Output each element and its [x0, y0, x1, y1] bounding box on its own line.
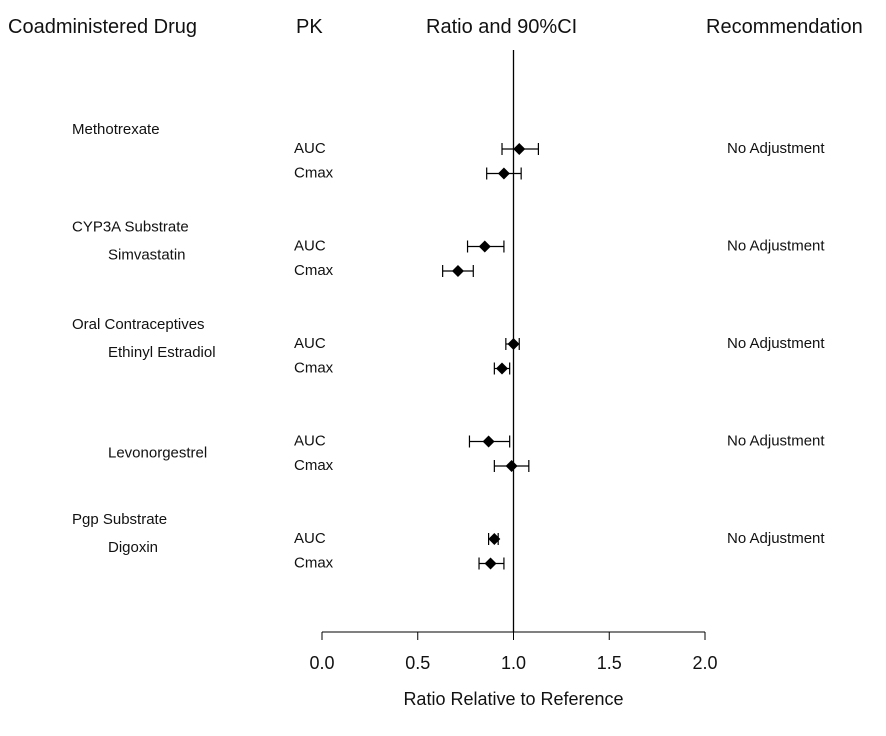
pk-label: AUC: [294, 530, 326, 547]
point-estimate-marker: [507, 338, 520, 350]
x-tick-label: 2.0: [692, 653, 717, 673]
point-estimate-marker: [478, 240, 491, 253]
point-estimate-marker: [496, 362, 509, 375]
pk-label: Cmax: [294, 262, 334, 279]
x-tick-label: 0.5: [405, 653, 430, 673]
pk-label: AUC: [294, 432, 326, 449]
recommendation-text: No Adjustment: [727, 237, 825, 254]
pk-label: AUC: [294, 237, 326, 254]
drug-label: Simvastatin: [108, 246, 186, 263]
header-recommendation: Recommendation: [706, 16, 863, 38]
point-estimate-marker: [451, 265, 464, 277]
drug-label: Digoxin: [108, 539, 158, 556]
point-estimate-marker: [484, 557, 497, 570]
pk-label: Cmax: [294, 164, 334, 181]
header-ratio-ci: Ratio and 90%CI: [426, 16, 578, 38]
drug-group-label: Pgp Substrate: [72, 511, 167, 528]
drug-label: Methotrexate: [72, 121, 160, 138]
x-tick-label: 0.0: [309, 653, 334, 673]
pk-label: AUC: [294, 335, 326, 352]
pk-label: AUC: [294, 140, 326, 157]
recommendation-text: No Adjustment: [727, 335, 825, 352]
pk-label: Cmax: [294, 457, 334, 474]
x-tick-label: 1.5: [597, 653, 622, 673]
pk-label: Cmax: [294, 359, 334, 376]
recommendation-text: No Adjustment: [727, 140, 825, 157]
drug-group-label: Oral Contraceptives: [72, 316, 205, 333]
point-estimate-marker: [482, 435, 495, 448]
recommendation-text: No Adjustment: [727, 530, 825, 547]
recommendation-text: No Adjustment: [727, 432, 825, 449]
x-tick-label: 1.0: [501, 653, 526, 673]
header-coadministered-drug: Coadministered Drug: [8, 16, 197, 38]
point-estimate-marker: [497, 167, 510, 180]
x-axis-title: Ratio Relative to Reference: [403, 689, 623, 709]
drug-group-label: CYP3A Substrate: [72, 218, 189, 235]
drug-label: Levonorgestrel: [108, 445, 207, 462]
point-estimate-marker: [513, 143, 526, 155]
header-pk: PK: [296, 16, 323, 38]
point-estimate-marker: [505, 460, 518, 472]
point-estimate-marker: [488, 533, 501, 545]
drug-label: Ethinyl Estradiol: [108, 344, 216, 361]
pk-label: Cmax: [294, 554, 334, 571]
